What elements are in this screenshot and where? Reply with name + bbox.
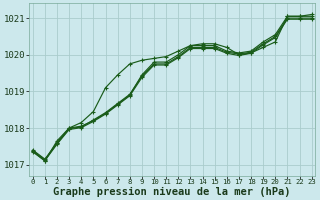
X-axis label: Graphe pression niveau de la mer (hPa): Graphe pression niveau de la mer (hPa)	[53, 186, 291, 197]
